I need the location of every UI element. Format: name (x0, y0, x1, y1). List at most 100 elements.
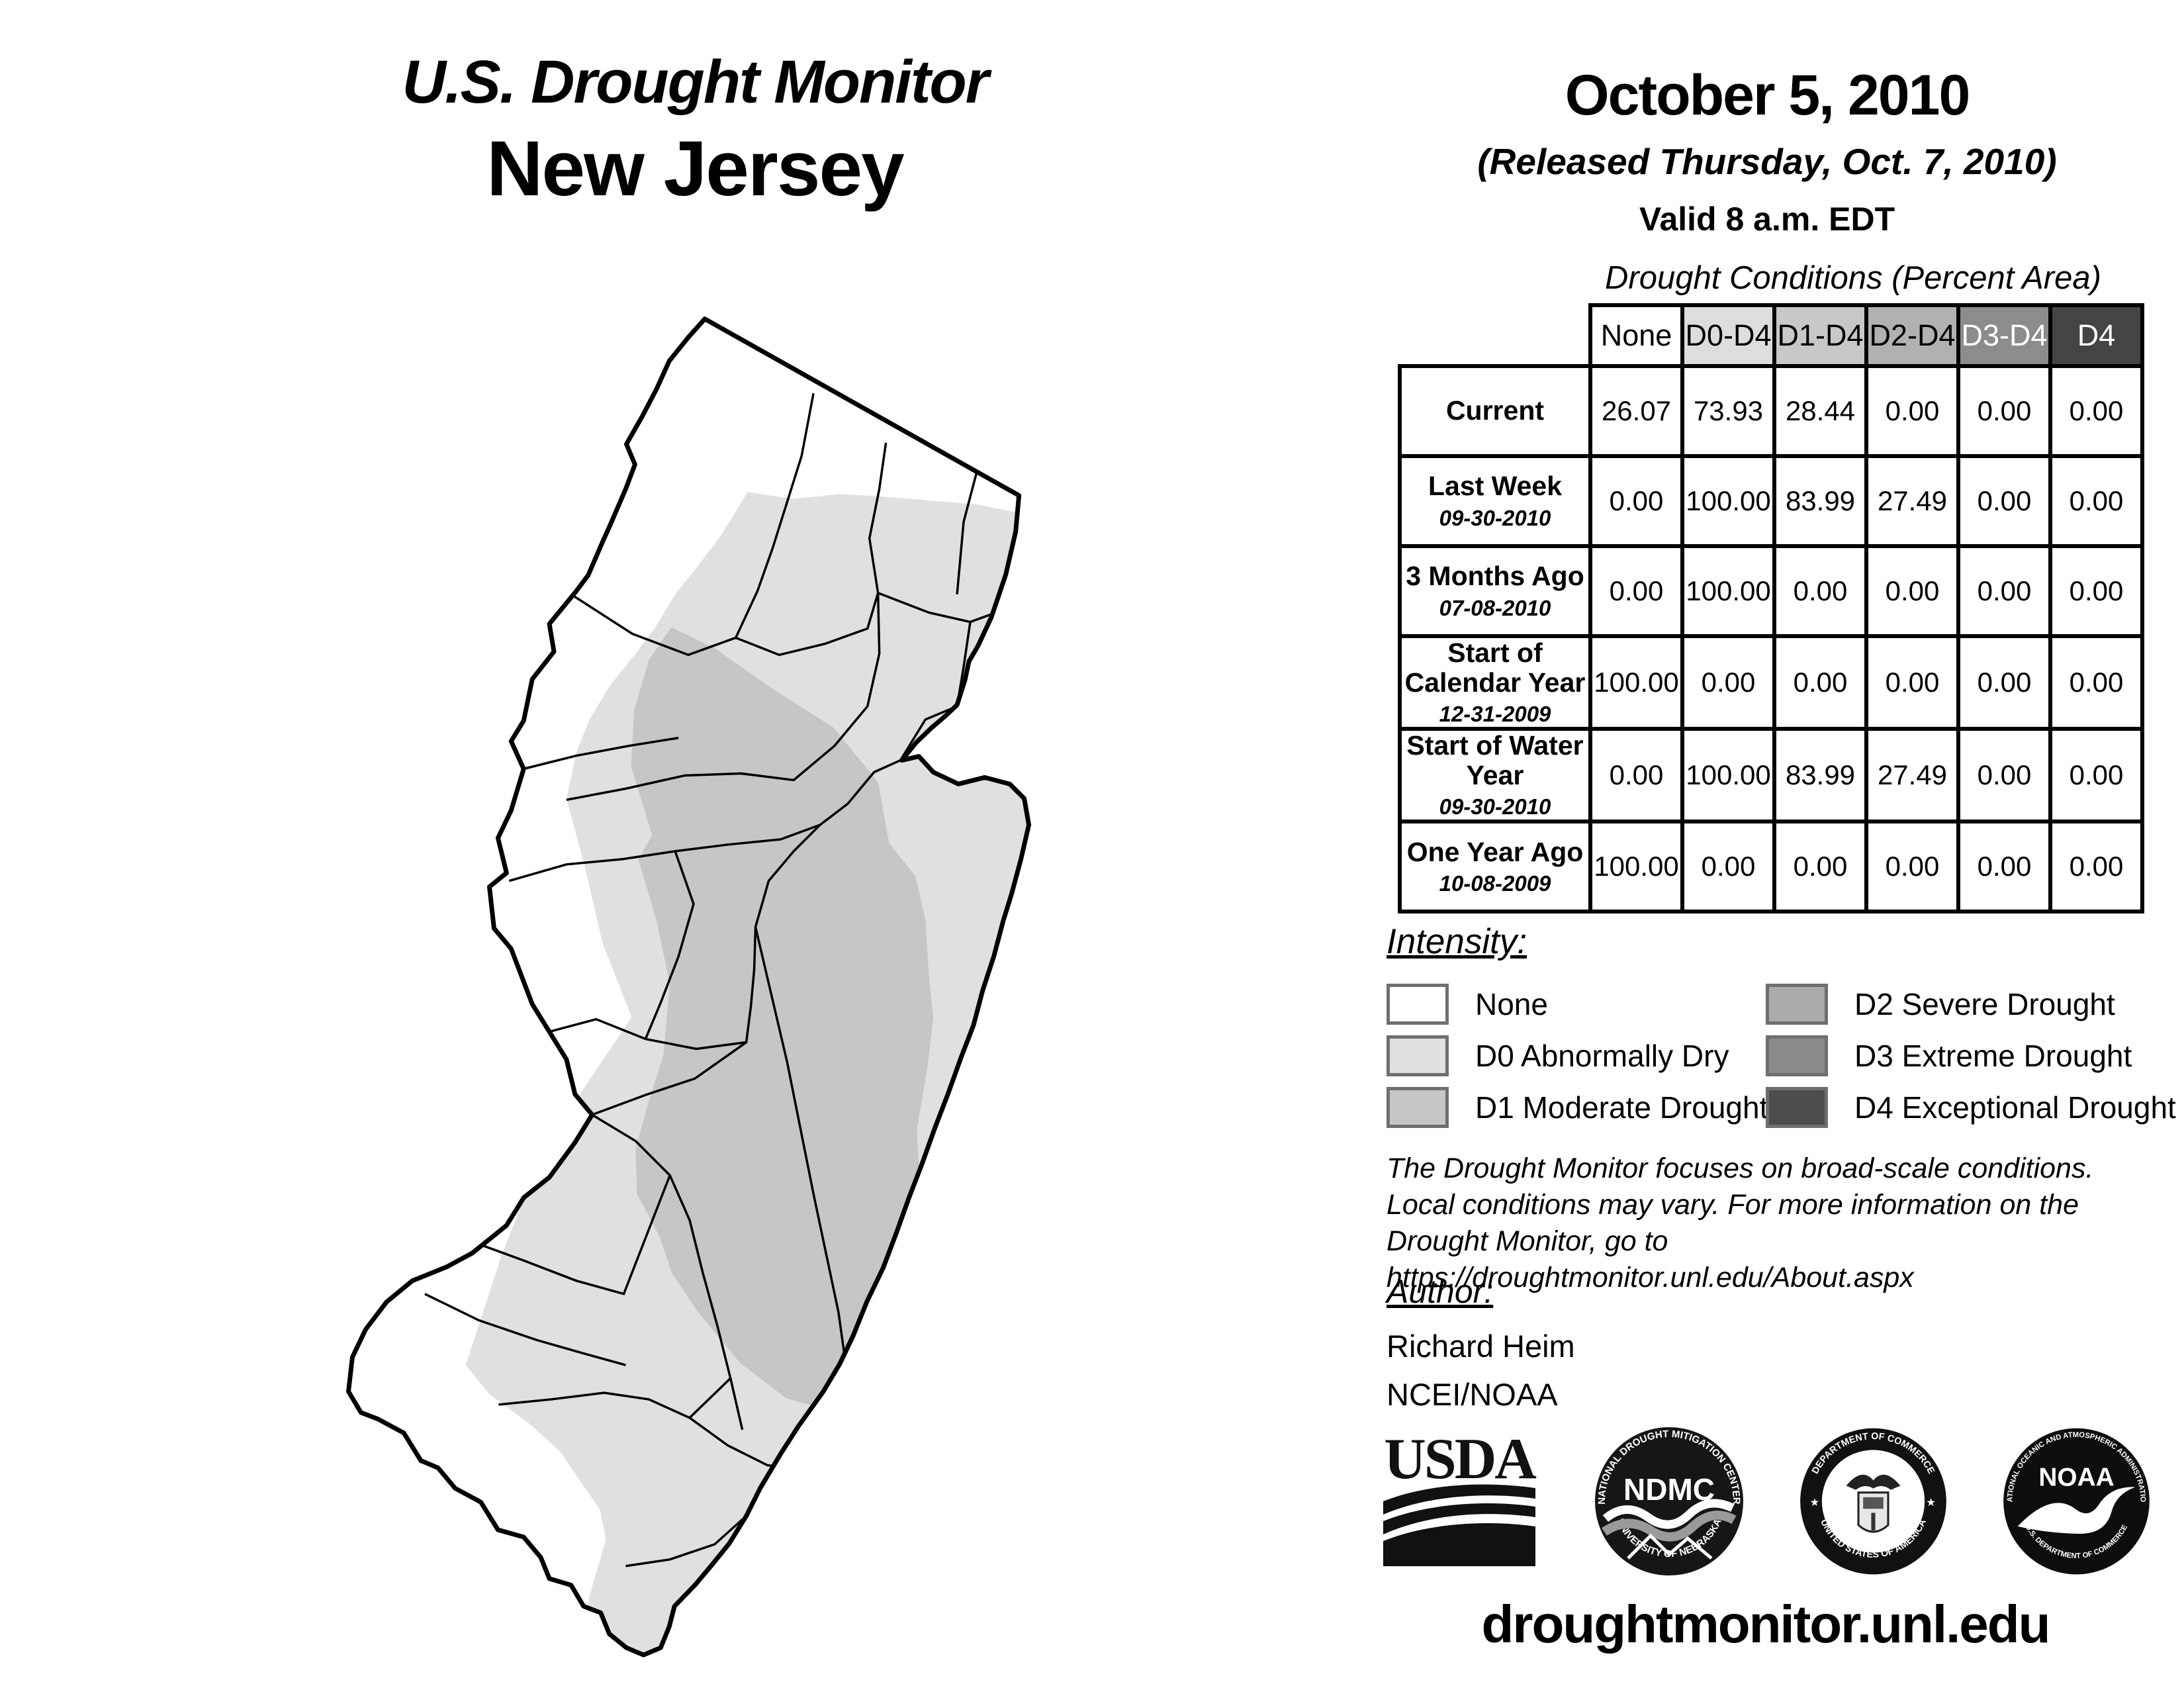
legend-swatch-d1 (1387, 1087, 1449, 1128)
eagle-icon (1846, 1474, 1901, 1490)
seal-star-left: ★ (1810, 1497, 1820, 1509)
table-title: Drought Conditions (Percent Area) (1605, 260, 2101, 296)
table-cell: 0.00 (1772, 820, 1868, 914)
table-cell: 0.00 (1772, 544, 1868, 638)
commerce-seal-logo: DEPARTMENT OF COMMERCE UNITED STATES OF … (1800, 1428, 1947, 1575)
seal-star-right: ★ (1927, 1497, 1936, 1509)
table-cell: 0.00 (1864, 633, 1960, 731)
table-cell: 0.00 (2048, 454, 2144, 548)
table-cell: 0.00 (1864, 364, 1960, 458)
usda-logo-text: USDA (1384, 1427, 1536, 1491)
row-header: 3 Months Ago 07-08-2010 (1398, 544, 1592, 638)
table-cell: 0.00 (1956, 633, 2052, 731)
table-cell: 73.93 (1680, 364, 1776, 458)
row-label: Last Week (1428, 471, 1563, 502)
noaa-center-text: NOAA (2038, 1464, 2114, 1492)
column-header-none: None (1588, 303, 1684, 368)
county-borders (424, 393, 1000, 1568)
released-date: (Released Thursday, Oct. 7, 2010) (1477, 141, 2057, 182)
row-date: 09-30-2010 (1439, 505, 1551, 530)
row-header: Start of Water Year 09-30-2010 (1398, 727, 1592, 824)
row-label: Start of Water Year (1406, 730, 1584, 791)
table-cell: 0.00 (2048, 727, 2144, 824)
author-heading: Author: (1387, 1273, 1494, 1310)
legend-item-none: None (1387, 983, 1766, 1025)
column-header-d1d4: D1-D4 (1772, 303, 1868, 368)
legend-label: None (1475, 987, 1548, 1021)
row-label: 3 Months Ago (1406, 561, 1584, 592)
row-header: Current (1398, 364, 1592, 458)
column-header-d4: D4 (2048, 303, 2144, 368)
table-cell: 0.00 (2048, 364, 2144, 458)
table-cell: 0.00 (1772, 633, 1868, 731)
legend-label: D4 Exceptional Drought (1854, 1090, 2176, 1125)
table-cell: 26.07 (1588, 364, 1684, 458)
valid-time: Valid 8 a.m. EDT (1639, 201, 1895, 238)
legend-label: D3 Extreme Drought (1854, 1039, 2132, 1073)
table-cell: 100.00 (1680, 727, 1776, 824)
state-title: New Jersey (486, 125, 904, 212)
legend-item-d0: D0 Abnormally Dry (1387, 1035, 1766, 1077)
table-cell: 0.00 (1956, 544, 2052, 638)
table-corner-cell (1400, 305, 1590, 366)
row-header: Last Week 09-30-2010 (1398, 454, 1592, 548)
table-row-3-months-ago: 3 Months Ago 07-08-2010 0.00 100.00 0.00… (1398, 544, 2144, 638)
legend-swatch-none (1387, 984, 1449, 1025)
table-cell: 0.00 (1864, 820, 1960, 914)
row-date: 12-31-2009 (1439, 702, 1551, 727)
table-cell: 100.00 (1588, 633, 1684, 731)
table-row-last-week: Last Week 09-30-2010 0.00 100.00 83.99 2… (1398, 454, 2144, 548)
ndmc-logo: NATIONAL DROUGHT MITIGATION CENTER UNIVE… (1594, 1427, 1743, 1575)
table-row-start-calendar-year: Start of Calendar Year 12-31-2009 100.00… (1398, 633, 2144, 731)
column-header-d3d4: D3-D4 (1956, 303, 2052, 368)
table-cell: 83.99 (1772, 727, 1868, 824)
table-cell: 0.00 (1588, 544, 1684, 638)
row-date: 09-30-2010 (1439, 794, 1551, 820)
table-cell: 28.44 (1772, 364, 1868, 458)
title-block: U.S. Drought Monitor New Jersey (251, 48, 1138, 214)
row-date: 10-08-2009 (1439, 870, 1551, 896)
column-header-d2d4: D2-D4 (1864, 303, 1960, 368)
row-date: 07-08-2010 (1439, 595, 1551, 620)
legend-label: D1 Moderate Drought (1475, 1090, 1768, 1125)
column-header-d0d4: D0-D4 (1680, 303, 1776, 368)
intensity-legend: Intensity: None D0 Abnormally Dry D1 Mod… (1387, 921, 2176, 1138)
d1-region (631, 627, 934, 1411)
legend-item-d1: D1 Moderate Drought (1387, 1086, 1768, 1129)
date-block: October 5, 2010 (Released Thursday, Oct.… (1390, 63, 2144, 238)
legend-swatch-d0 (1387, 1035, 1449, 1076)
table-cell: 0.00 (1588, 454, 1684, 548)
table-cell: 0.00 (1864, 544, 1960, 638)
nj-map-svg (265, 285, 1125, 1668)
author-block: Author: Richard Heim NCEI/NOAA (1387, 1272, 1575, 1413)
table-cell: 100.00 (1680, 544, 1776, 638)
author-org: NCEI/NOAA (1387, 1377, 1558, 1412)
table-cell: 0.00 (1956, 454, 2052, 548)
table-cell: 27.49 (1864, 454, 1960, 548)
table-cell: 0.00 (1680, 633, 1776, 731)
table-cell: 0.00 (2048, 633, 2144, 731)
table-cell: 0.00 (1588, 727, 1684, 824)
nj-map (265, 285, 1125, 1671)
map-date: October 5, 2010 (1565, 64, 1971, 127)
footer-url: droughtmonitor.unl.edu (1481, 1595, 2050, 1654)
conditions-table: None D0-D4 D1-D4 D2-D4 D3-D4 D4 Current … (1398, 303, 2144, 914)
table-row-one-year-ago: One Year Ago 10-08-2009 100.00 0.00 0.00… (1398, 820, 2144, 914)
legend-heading: Intensity: (1387, 922, 1527, 961)
table-cell: 83.99 (1772, 454, 1868, 548)
noaa-logo: NATIONAL OCEANIC AND ATMOSPHERIC ADMINIS… (1999, 1422, 2150, 1575)
table-row-current: Current 26.07 73.93 28.44 0.00 0.00 0.00 (1398, 364, 2144, 458)
table-cell: 100.00 (1680, 454, 1776, 548)
legend-swatch-d2 (1766, 984, 1828, 1025)
usda-logo: USDA (1383, 1427, 1538, 1566)
legend-swatch-d4 (1766, 1087, 1828, 1128)
row-label: One Year Ago (1406, 836, 1584, 867)
legend-label: D2 Severe Drought (1854, 987, 2115, 1021)
row-header: Start of Calendar Year 12-31-2009 (1398, 633, 1592, 731)
author-name: Richard Heim (1387, 1329, 1575, 1364)
table-cell: 0.00 (2048, 544, 2144, 638)
ndmc-center-text: NDMC (1623, 1472, 1715, 1507)
legend-label: D0 Abnormally Dry (1475, 1039, 1729, 1073)
row-header: One Year Ago 10-08-2009 (1398, 820, 1592, 914)
